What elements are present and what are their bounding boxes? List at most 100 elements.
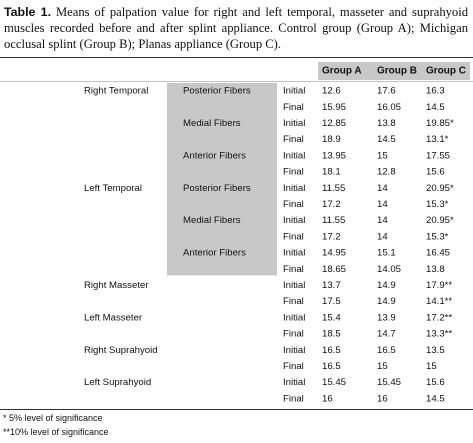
time-label: Initial — [283, 280, 305, 291]
cell: 20.95* — [426, 215, 454, 226]
cell: 14 — [377, 231, 388, 242]
cell: 15.1 — [377, 248, 396, 259]
cell: 13.8 — [377, 118, 396, 129]
cell: 18.5 — [322, 329, 341, 340]
cell: 13.1* — [426, 134, 449, 145]
cell: 20.95* — [426, 183, 454, 194]
cell: 16.3 — [426, 86, 445, 97]
cell: 15.3* — [426, 231, 449, 242]
footnote: * 5% level of significance — [3, 413, 103, 423]
cell: 11.55 — [322, 215, 345, 226]
cell: 14.95 — [322, 248, 346, 259]
cell: 16 — [377, 393, 388, 404]
time-label: Initial — [283, 312, 305, 323]
caption-label: Table 1. — [4, 5, 52, 19]
cell: 17.55 — [426, 150, 450, 161]
fiber-label: Anterior Fibers — [183, 150, 246, 161]
muscle-label: Right Temporal — [84, 86, 148, 97]
caption-text: Means of palpation value for right and l… — [4, 5, 468, 51]
cell: 13.7 — [322, 280, 341, 291]
time-label: Initial — [283, 118, 305, 129]
cell: 15.95 — [322, 102, 346, 113]
muscle-label: Left Temporal — [84, 183, 142, 194]
cell: 16.5 — [377, 345, 396, 356]
cell: 12.6 — [322, 86, 341, 97]
cell: 16 — [322, 393, 333, 404]
cell: 13.95 — [322, 150, 346, 161]
footnote: **10% level of significance — [3, 427, 109, 437]
column-header: Group C — [426, 66, 466, 77]
cell: 17.5 — [322, 296, 341, 307]
time-label: Final — [283, 361, 304, 372]
cell: 12.8 — [377, 167, 396, 178]
cell: 14 — [377, 183, 388, 194]
cell: 16.5 — [322, 361, 341, 372]
time-label: Initial — [283, 183, 305, 194]
fiber-label: Medial Fibers — [183, 215, 241, 226]
time-label: Final — [283, 102, 304, 113]
cell: 17.6 — [377, 86, 396, 97]
cell: 16.05 — [377, 102, 401, 113]
cell: 15.6 — [426, 377, 445, 388]
time-label: Final — [283, 167, 304, 178]
cell: 13.3** — [426, 329, 452, 340]
cell: 14.7 — [377, 329, 396, 340]
cell: 18.9 — [322, 134, 341, 145]
cell: 19.85* — [426, 118, 454, 129]
cell: 14 — [377, 199, 388, 210]
cell: 14.1** — [426, 296, 452, 307]
cell: 17.9** — [426, 280, 452, 291]
fiber-label: Posterior Fibers — [183, 86, 251, 97]
cell: 14 — [377, 215, 388, 226]
cell: 13.5 — [426, 345, 445, 356]
fiber-label: Posterior Fibers — [183, 183, 251, 194]
cell: 17.2** — [426, 312, 452, 323]
muscle-label: Left Suprahyoid — [84, 377, 151, 388]
cell: 14.05 — [377, 264, 401, 275]
fiber-shade — [167, 83, 277, 276]
cell: 15 — [377, 361, 388, 372]
time-label: Final — [283, 393, 304, 404]
cell: 18.1 — [322, 167, 341, 178]
fiber-label: Anterior Fibers — [183, 248, 246, 259]
time-label: Final — [283, 199, 304, 210]
cell: 14.5 — [377, 134, 396, 145]
header-shade — [318, 62, 470, 80]
muscle-label: Right Masseter — [84, 280, 149, 291]
cell: 13.8 — [426, 264, 445, 275]
cell: 16.5 — [322, 345, 341, 356]
cell: 11.55 — [322, 183, 345, 194]
time-label: Initial — [283, 150, 305, 161]
table: Group A Group B Group C Right Temporal Poste… — [0, 57, 473, 410]
cell: 15.45 — [322, 377, 346, 388]
cell: 13.9 — [377, 312, 396, 323]
time-label: Final — [283, 264, 304, 275]
column-header: Group A — [322, 66, 362, 77]
cell: 12.85 — [322, 118, 346, 129]
cell: 17.2 — [322, 231, 341, 242]
cell: 16.45 — [426, 248, 450, 259]
cell: 17.2 — [322, 199, 341, 210]
cell: 15.45 — [377, 377, 401, 388]
time-label: Final — [283, 231, 304, 242]
cell: 15 — [426, 361, 437, 372]
time-label: Initial — [283, 86, 305, 97]
muscle-label: Left Masseter — [84, 312, 143, 323]
cell: 15.4 — [322, 312, 341, 323]
cell: 14.5 — [426, 102, 445, 113]
fiber-label: Medial Fibers — [183, 118, 241, 129]
time-label: Final — [283, 329, 304, 340]
cell: 14.9 — [377, 296, 396, 307]
cell: 15.3* — [426, 199, 449, 210]
time-label: Final — [283, 296, 304, 307]
column-header: Group B — [377, 66, 417, 77]
time-label: Initial — [283, 248, 305, 259]
cell: 14.9 — [377, 280, 396, 291]
time-label: Initial — [283, 345, 305, 356]
cell: 18.65 — [322, 264, 346, 275]
cell: 15 — [377, 150, 388, 161]
muscle-label: Right Suprahyoid — [84, 345, 158, 356]
caption: Table 1. Means of palpation value for ri… — [4, 4, 468, 52]
cell: 14.5 — [426, 393, 445, 404]
